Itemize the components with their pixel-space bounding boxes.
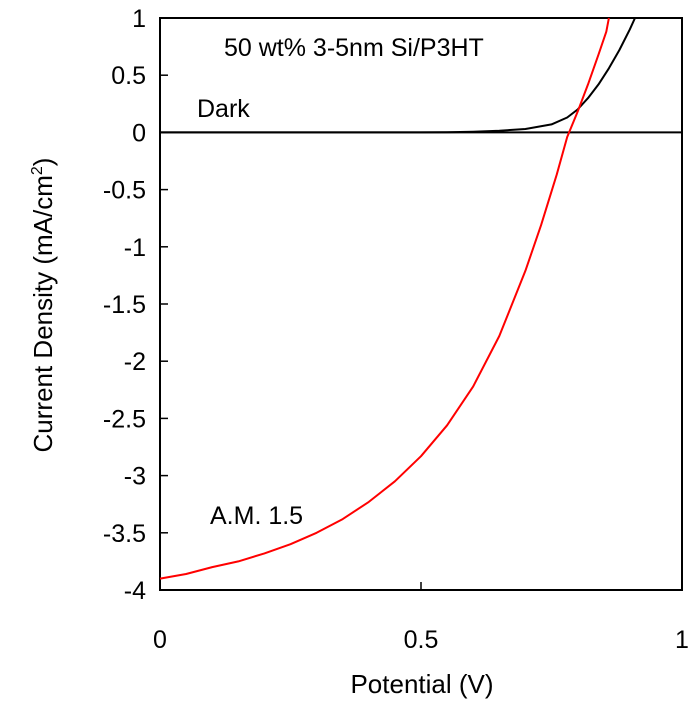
y-tick-label: 0.5 [111, 62, 146, 90]
x-tick-label: 0 [153, 626, 167, 654]
series-group [159, 17, 636, 580]
series-line-dark [160, 17, 636, 134]
sample-annotation: 50 wt% 3-5nm Si/P3HT [224, 34, 484, 62]
y-tick-label: -4 [124, 577, 146, 605]
light-label: A.M. 1.5 [210, 502, 303, 530]
y-tick-label: -3 [124, 463, 146, 491]
y-axis-title: Current Density (mA/cm2) [28, 158, 58, 453]
y-tick-label: -2.5 [103, 405, 146, 433]
x-axis-ticks: 0 0.5 1 [153, 582, 689, 654]
y-axis-title-close: ) [28, 158, 58, 167]
y-axis-ticks: 1 0.5 0 -0.5 -1 -1.5 -2 -2.5 -3 -3.5 -4 [103, 5, 168, 605]
y-tick-label: -2 [124, 348, 146, 376]
y-axis-title-main: Current Density (mA/cm [28, 175, 58, 452]
x-tick-label: 1 [675, 626, 689, 654]
y-tick-label: -1.5 [103, 291, 146, 319]
y-tick-label: -3.5 [103, 520, 146, 548]
y-axis-title-sup: 2 [29, 166, 46, 175]
y-tick-label: -1 [124, 234, 146, 262]
x-axis-title: Potential (V) [350, 669, 493, 699]
y-tick-label: 0 [132, 119, 146, 147]
x-tick-label: 0.5 [404, 626, 439, 654]
y-tick-label: 1 [132, 5, 146, 33]
y-tick-label: -0.5 [103, 177, 146, 205]
series-line-am15 [159, 17, 610, 580]
dark-label: Dark [197, 95, 250, 123]
